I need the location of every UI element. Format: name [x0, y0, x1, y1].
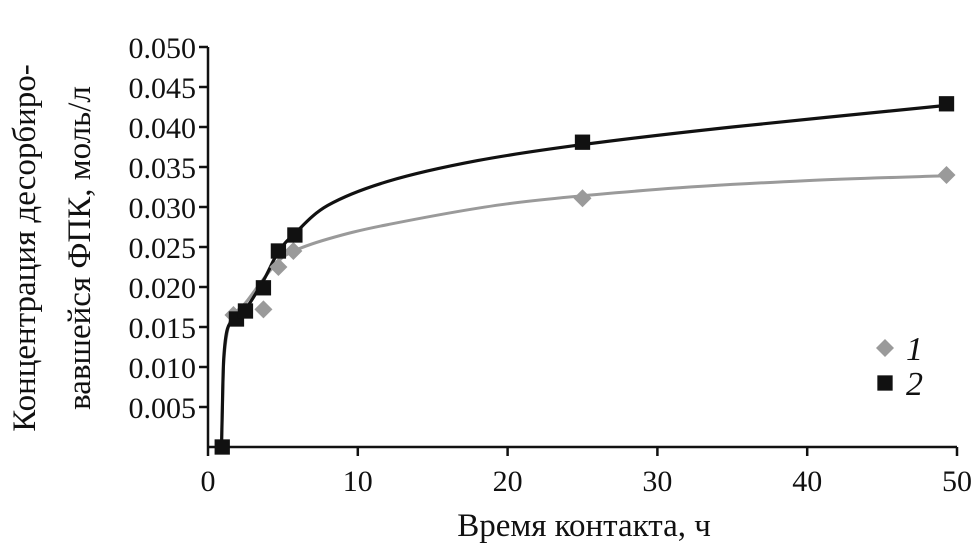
- x-tick-label: 30: [642, 465, 672, 498]
- y-tick-label: 0.005: [129, 392, 197, 425]
- data-point-series-1: [284, 242, 303, 260]
- data-point-series-1: [937, 166, 956, 184]
- y-tick-label: 0.015: [129, 312, 197, 345]
- y-axis-label-line-1: Концентрация десорбиро-: [7, 64, 43, 432]
- trend-curve-series-2: [219, 103, 947, 448]
- trend-curve-series-1: [220, 174, 947, 448]
- legend-marker-series-2: [877, 375, 893, 391]
- data-point-series-2: [938, 96, 955, 112]
- x-tick-label: 50: [942, 465, 972, 498]
- data-point-series-1: [269, 258, 288, 276]
- ticks: 0 10 20 30 40 50 0.005 0.010 0.015 0.020 0.025 0.03…: [129, 32, 973, 498]
- y-tick-label: 0.050: [129, 32, 197, 65]
- legend-label-series-2: 2: [906, 366, 923, 403]
- y-tick-label: 0.030: [129, 192, 197, 225]
- y-axis-label-line-2: вавшейся ФПК, моль/л: [62, 86, 98, 410]
- data-point-series-2: [287, 227, 303, 243]
- x-tick-label: 40: [792, 465, 822, 498]
- x-tick-label: 20: [493, 465, 523, 498]
- y-tick-label: 0.025: [129, 232, 197, 265]
- data-points: [214, 96, 956, 455]
- y-tick-label: 0.010: [129, 352, 197, 385]
- data-point-series-1: [573, 189, 592, 208]
- y-tick-label: 0.040: [129, 112, 197, 145]
- data-point-series-2: [574, 134, 591, 150]
- axes: [206, 47, 957, 449]
- data-point-series-2: [270, 243, 287, 259]
- data-point-series-2: [214, 439, 230, 455]
- x-tick-label: 10: [343, 465, 373, 498]
- legend-label-series-1: 1: [906, 331, 923, 368]
- x-tick-label: 0: [201, 465, 216, 498]
- x-axis-label: Время контакта, ч: [457, 508, 711, 544]
- legend-marker-series-1: [876, 339, 894, 357]
- y-tick-label: 0.020: [129, 272, 197, 305]
- y-tick-label: 0.045: [129, 72, 197, 105]
- legend: 12: [876, 331, 923, 403]
- y-tick-label: 0.035: [129, 152, 197, 185]
- data-point-series-2: [255, 280, 272, 296]
- trend-curves: [219, 103, 947, 448]
- data-point-series-1: [254, 300, 273, 319]
- data-point-series-2: [237, 303, 254, 319]
